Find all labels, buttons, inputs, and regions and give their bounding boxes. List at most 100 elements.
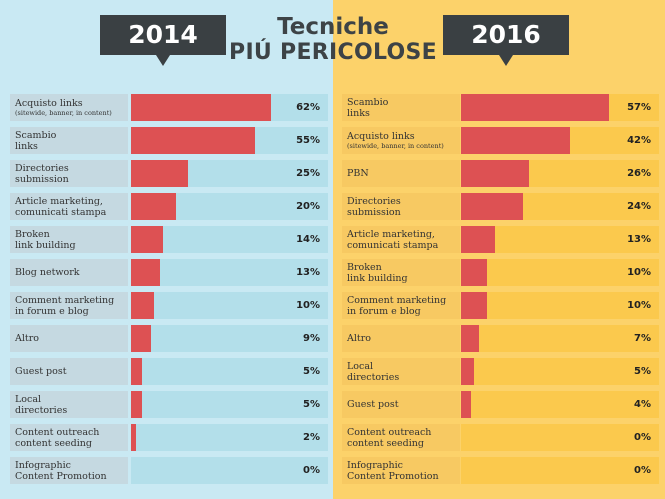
category-label: Altro [10,325,128,352]
value-label: 0% [303,465,320,476]
value-label: 0% [634,432,651,443]
value-label: 57% [627,102,651,113]
bar-track: 10% [461,259,659,286]
bar-track: 57% [461,94,659,121]
category-label: Directories submission [342,193,460,220]
category-label: Blog network [10,259,128,286]
category-label: Acquisto links (sitewide, banner, in cont… [10,94,128,121]
bar-track: 0% [461,424,659,451]
bar-row: Comment marketing in forum e blog 10% [342,292,659,319]
bar [461,94,610,121]
value-label: 25% [296,168,320,179]
bar-row: Blog network 13% [10,259,328,286]
category-label: Altro [342,325,460,352]
bar-row: Infographic Content Promotion 0% [342,457,659,484]
bar-track: 5% [131,391,328,418]
value-label: 9% [303,333,320,344]
bar [131,424,136,451]
bar-track: 13% [131,259,328,286]
category-label: Comment marketing in forum e blog [342,292,460,319]
bar-track: 0% [131,457,328,484]
bar-row: Comment marketing in forum e blog 10% [10,292,328,319]
bar-row: Altro 7% [342,325,659,352]
category-label: Scambio links [342,94,460,121]
value-label: 42% [627,135,651,146]
bar-track: 5% [131,358,328,385]
bar [131,160,188,187]
bar-row: Content outreach content seeding 0% [342,424,659,451]
category-sublabel: (sitewide, banner, in content) [15,109,112,117]
value-label: 10% [627,267,651,278]
bar-row: Scambio links 57% [342,94,659,121]
value-label: 5% [303,366,320,377]
bar [131,127,256,154]
bar-track: 9% [131,325,328,352]
bar [131,325,152,352]
value-label: 4% [634,399,651,410]
bar-row: Acquisto links (sitewide, banner, in cont… [10,94,328,121]
bar-row: Local directories 5% [10,391,328,418]
bar [131,259,161,286]
bar-track: 14% [131,226,328,253]
bar [461,226,495,253]
bar-row: Local directories 5% [342,358,659,385]
bar-track: 10% [461,292,659,319]
bar [461,325,480,352]
category-label: Local directories [10,391,128,418]
category-label: Content outreach content seeding [342,424,460,451]
infographic-title: Tecniche PIÚ PERICOLOSE [213,14,453,66]
bar-row: Broken link building 14% [10,226,328,253]
bar [131,391,143,418]
bar [131,226,163,253]
title-line-1: Tecniche [277,14,389,40]
value-label: 62% [296,102,320,113]
category-label: Infographic Content Promotion [10,457,128,484]
category-sublabel: (sitewide, banner, in content) [347,142,444,150]
bar-row: Article marketing, comunicati stampa 20% [10,193,328,220]
value-label: 5% [303,399,320,410]
bar-row: Infographic Content Promotion 0% [10,457,328,484]
bar-track: 5% [461,358,659,385]
bar-row: Directories submission 25% [10,160,328,187]
value-label: 10% [627,300,651,311]
category-label: Scambio links [10,127,128,154]
bar-track: 0% [461,457,659,484]
bar-track: 20% [131,193,328,220]
category-label: PBN [342,160,460,187]
bar-track: 24% [461,193,659,220]
value-label: 7% [634,333,651,344]
bar-row: PBN 26% [342,160,659,187]
bar [461,127,571,154]
bar-track: 62% [131,94,328,121]
bar-row: Acquisto links (sitewide, banner, in cont… [342,127,659,154]
category-label: Broken link building [10,226,128,253]
bar-track: 7% [461,325,659,352]
bar-track: 42% [461,127,659,154]
category-label: Directories submission [10,160,128,187]
bar-track: 26% [461,160,659,187]
category-label: Article marketing, comunicati stampa [342,226,460,253]
bar-track: 55% [131,127,328,154]
bar [131,193,177,220]
bar-track: 10% [131,292,328,319]
bar-row: Content outreach content seeding 2% [10,424,328,451]
category-label: Guest post [10,358,128,385]
category-label: Broken link building [342,259,460,286]
category-label: Comment marketing in forum e blog [10,292,128,319]
category-label: Local directories [342,358,460,385]
title-line-2: PIÚ PERICOLOSE [229,40,437,66]
value-label: 26% [627,168,651,179]
value-label: 14% [296,234,320,245]
bar [461,259,487,286]
bar-row: Guest post 4% [342,391,659,418]
value-label: 20% [296,201,320,212]
category-label: Infographic Content Promotion [342,457,460,484]
bar-track: 4% [461,391,659,418]
bar [461,391,472,418]
bar [131,94,272,121]
bar [461,292,487,319]
bar [461,358,474,385]
category-label: Acquisto links (sitewide, banner, in cont… [342,127,460,154]
category-label: Article marketing, comunicati stampa [10,193,128,220]
bar [461,193,524,220]
